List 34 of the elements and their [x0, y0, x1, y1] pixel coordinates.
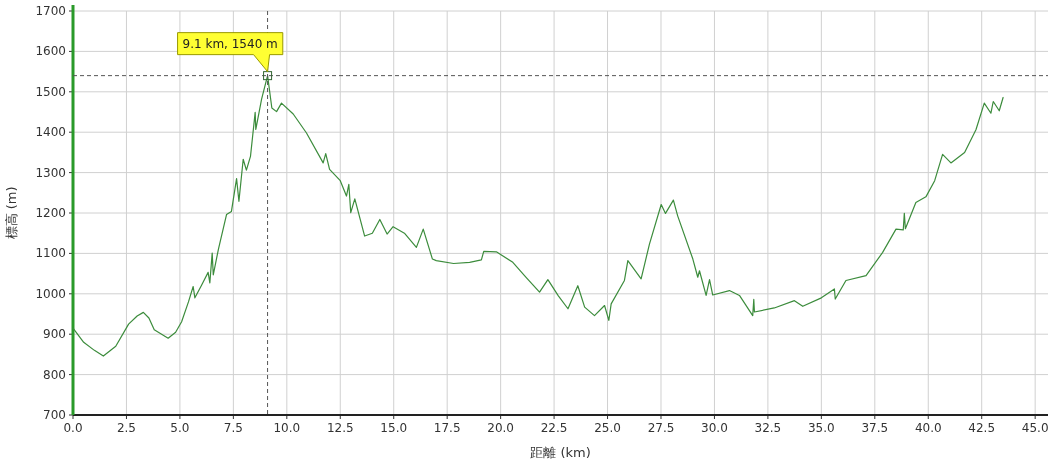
y-tick-label: 900: [43, 327, 66, 342]
y-tick-label: 1400: [35, 125, 66, 140]
x-tick-label: 27.5: [647, 421, 675, 435]
x-tick-label: 10.0: [273, 421, 301, 435]
y-tick-label: 1000: [35, 286, 66, 301]
x-tick-label: 42.5: [968, 421, 996, 435]
x-tick-label: 35.0: [808, 421, 835, 435]
x-tick-label: 17.5: [433, 421, 461, 435]
y-tick-label: 1200: [35, 206, 66, 220]
x-tick-label: 7.5: [223, 421, 243, 435]
x-tick-label: 37.5: [861, 421, 889, 435]
y-tick-label: 700: [43, 408, 66, 422]
y-tick-label: 1100: [35, 246, 66, 261]
y-tick-label: 1600: [35, 44, 66, 59]
y-tick-label: 800: [43, 367, 66, 382]
callout: 9.1 km, 1540 m: [177, 32, 284, 81]
x-tick-label: 25.0: [594, 421, 621, 435]
x-tick-label: 2.5: [116, 421, 136, 435]
y-tick-label: 1300: [35, 165, 66, 180]
x-tick-label: 45.0: [1021, 421, 1049, 435]
x-tick-label: 5.0: [170, 421, 190, 435]
y-axis-title: 標高 (m): [4, 186, 19, 240]
x-tick-label: 0.0: [63, 421, 83, 435]
x-tick-label: 20.0: [487, 421, 514, 435]
x-tick-label: 40.0: [914, 421, 942, 435]
x-axis-title: 距離 (km): [530, 445, 591, 460]
y-tick-label: 1500: [35, 84, 66, 99]
x-tick-label: 32.5: [754, 421, 782, 435]
x-tick-label: 22.5: [540, 421, 568, 435]
x-tick-label: 12.5: [326, 421, 354, 435]
annotation: 9.1 km, 1540 m: [182, 36, 278, 51]
x-tick-label: 15.0: [380, 421, 408, 435]
x-tick-label: 30.0: [701, 421, 728, 435]
y-tick-label: 1700: [35, 4, 66, 18]
